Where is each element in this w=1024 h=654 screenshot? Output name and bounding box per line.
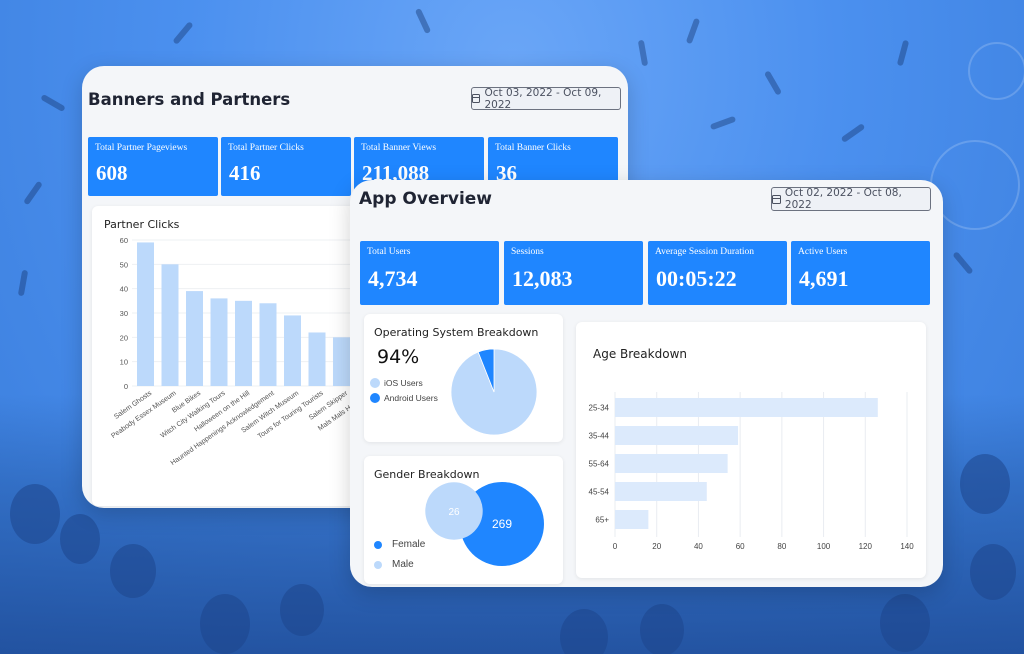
app-overview-title: App Overview xyxy=(359,189,493,209)
legend-swatch xyxy=(370,393,380,403)
x-tick-label: 20 xyxy=(652,542,661,551)
banners-date-range-button[interactable]: Oct 03, 2022 - Oct 09, 2022 xyxy=(471,86,621,111)
bubble-label-male: 26 xyxy=(448,507,460,518)
kpi-value: 4,734 xyxy=(368,266,418,291)
age-breakdown-panel: Age Breakdown 0 20 40 60 80 100 120 140 25-34 35-… xyxy=(576,322,926,578)
y-tick-label: 10 xyxy=(120,358,128,367)
kpi-label: Active Users xyxy=(798,247,848,257)
app-date-range-label: Oct 02, 2022 - Oct 08, 2022 xyxy=(784,187,902,211)
kpi-value: 4,691 xyxy=(799,266,849,291)
bar xyxy=(308,332,326,386)
gender-bubble-chart: 269 26 xyxy=(425,482,544,566)
legend-male: Male xyxy=(374,559,414,570)
kpi-average-session-duration: Average Session Duration 00:05:22 xyxy=(648,241,787,305)
kpi-value: 416 xyxy=(229,161,261,185)
bar xyxy=(615,454,728,473)
age-breakdown-title: Age Breakdown xyxy=(593,347,687,361)
legend-swatch xyxy=(374,560,382,569)
x-tick-label: 40 xyxy=(694,542,703,551)
bar xyxy=(161,264,179,386)
bar xyxy=(210,298,228,386)
x-tick-label: 80 xyxy=(777,542,786,551)
calendar-icon xyxy=(472,94,481,103)
kpi-value: 00:05:22 xyxy=(656,266,737,291)
kpi-label: Total Users xyxy=(367,247,411,257)
y-tick-label: 60 xyxy=(120,236,128,245)
gender-breakdown-panel: Gender Breakdown Female Male 269 26 xyxy=(364,456,563,584)
y-tick-label: 35-44 xyxy=(589,432,610,441)
kpi-label: Total Banner Clicks xyxy=(495,143,571,153)
bar xyxy=(259,303,277,386)
partner-clicks-title: Partner Clicks xyxy=(104,218,180,231)
kpi-active-users: Active Users 4,691 xyxy=(791,241,930,305)
os-pie-chart xyxy=(450,348,538,436)
kpi-sessions: Sessions 12,083 xyxy=(504,241,643,305)
y-tick-label: 50 xyxy=(120,260,128,269)
legend-label: iOS Users xyxy=(384,378,423,388)
y-tick-label: 25-34 xyxy=(589,404,610,413)
kpi-label: Sessions xyxy=(511,247,544,257)
legend-swatch xyxy=(370,378,380,388)
os-breakdown-title: Operating System Breakdown xyxy=(374,326,539,339)
pie-slice xyxy=(477,348,495,393)
legend-label: Male xyxy=(392,559,414,570)
bar xyxy=(284,315,301,386)
kpi-label: Total Partner Clicks xyxy=(228,143,304,153)
x-tick-label: 120 xyxy=(859,542,873,551)
banners-date-range-label: Oct 03, 2022 - Oct 09, 2022 xyxy=(484,86,602,111)
y-tick-label: 45-54 xyxy=(589,488,610,497)
legend-android: Android Users xyxy=(370,393,438,403)
bar xyxy=(615,398,878,417)
kpi-value: 12,083 xyxy=(512,266,573,291)
bar xyxy=(333,337,350,386)
kpi-value: 608 xyxy=(96,161,128,185)
bubble-male xyxy=(425,482,483,540)
x-tick-label: 60 xyxy=(736,542,745,551)
x-tick-label: 0 xyxy=(613,542,618,551)
y-tick-label: 55-64 xyxy=(589,460,610,469)
gender-breakdown-title: Gender Breakdown xyxy=(374,468,480,481)
legend-swatch xyxy=(374,540,382,549)
app-overview-card: App Overview Oct 02, 2022 - Oct 08, 2022… xyxy=(350,180,943,587)
y-tick-label: 0 xyxy=(124,382,128,391)
bar xyxy=(186,291,203,386)
y-tick-label: 20 xyxy=(120,333,128,342)
calendar-icon xyxy=(772,194,781,204)
app-date-range-button[interactable]: Oct 02, 2022 - Oct 08, 2022 xyxy=(771,187,931,211)
kpi-total-partner-clicks: Total Partner Clicks 416 xyxy=(221,137,351,196)
os-percent: 94% xyxy=(377,346,420,368)
bar xyxy=(235,300,252,386)
os-breakdown-panel: Operating System Breakdown 94% iOS Users… xyxy=(364,314,563,442)
y-tick-label: 30 xyxy=(120,309,128,318)
kpi-total-partner-pageviews: Total Partner Pageviews 608 xyxy=(88,137,218,196)
bubble-label-female: 269 xyxy=(492,517,512,531)
legend-label: Android Users xyxy=(384,393,438,403)
legend-female: Female xyxy=(374,539,425,550)
bar xyxy=(615,482,707,501)
y-tick-label: 40 xyxy=(120,285,128,294)
y-tick-label: 65+ xyxy=(595,516,609,525)
kpi-label: Average Session Duration xyxy=(655,247,755,257)
x-tick-label: 100 xyxy=(817,542,831,551)
kpi-label: Total Banner Views xyxy=(361,143,437,153)
kpi-label: Total Partner Pageviews xyxy=(95,143,188,153)
legend-label: Female xyxy=(392,539,426,550)
age-bar-chart: 0 20 40 60 80 100 120 140 25-34 35-44 55-64 45-54 65… xyxy=(589,392,914,551)
banners-title: Banners and Partners xyxy=(88,90,291,109)
bar xyxy=(615,426,739,445)
kpi-total-users: Total Users 4,734 xyxy=(360,241,499,305)
legend-ios: iOS Users xyxy=(370,378,423,388)
bar xyxy=(137,242,154,386)
kpi-value: 36 xyxy=(496,161,517,185)
partner-clicks-panel: Partner Clicks 0 10 20 30 40 50 60 Salem Ghosts… xyxy=(92,206,382,506)
x-tick-label: 140 xyxy=(900,542,914,551)
bar xyxy=(615,510,649,529)
